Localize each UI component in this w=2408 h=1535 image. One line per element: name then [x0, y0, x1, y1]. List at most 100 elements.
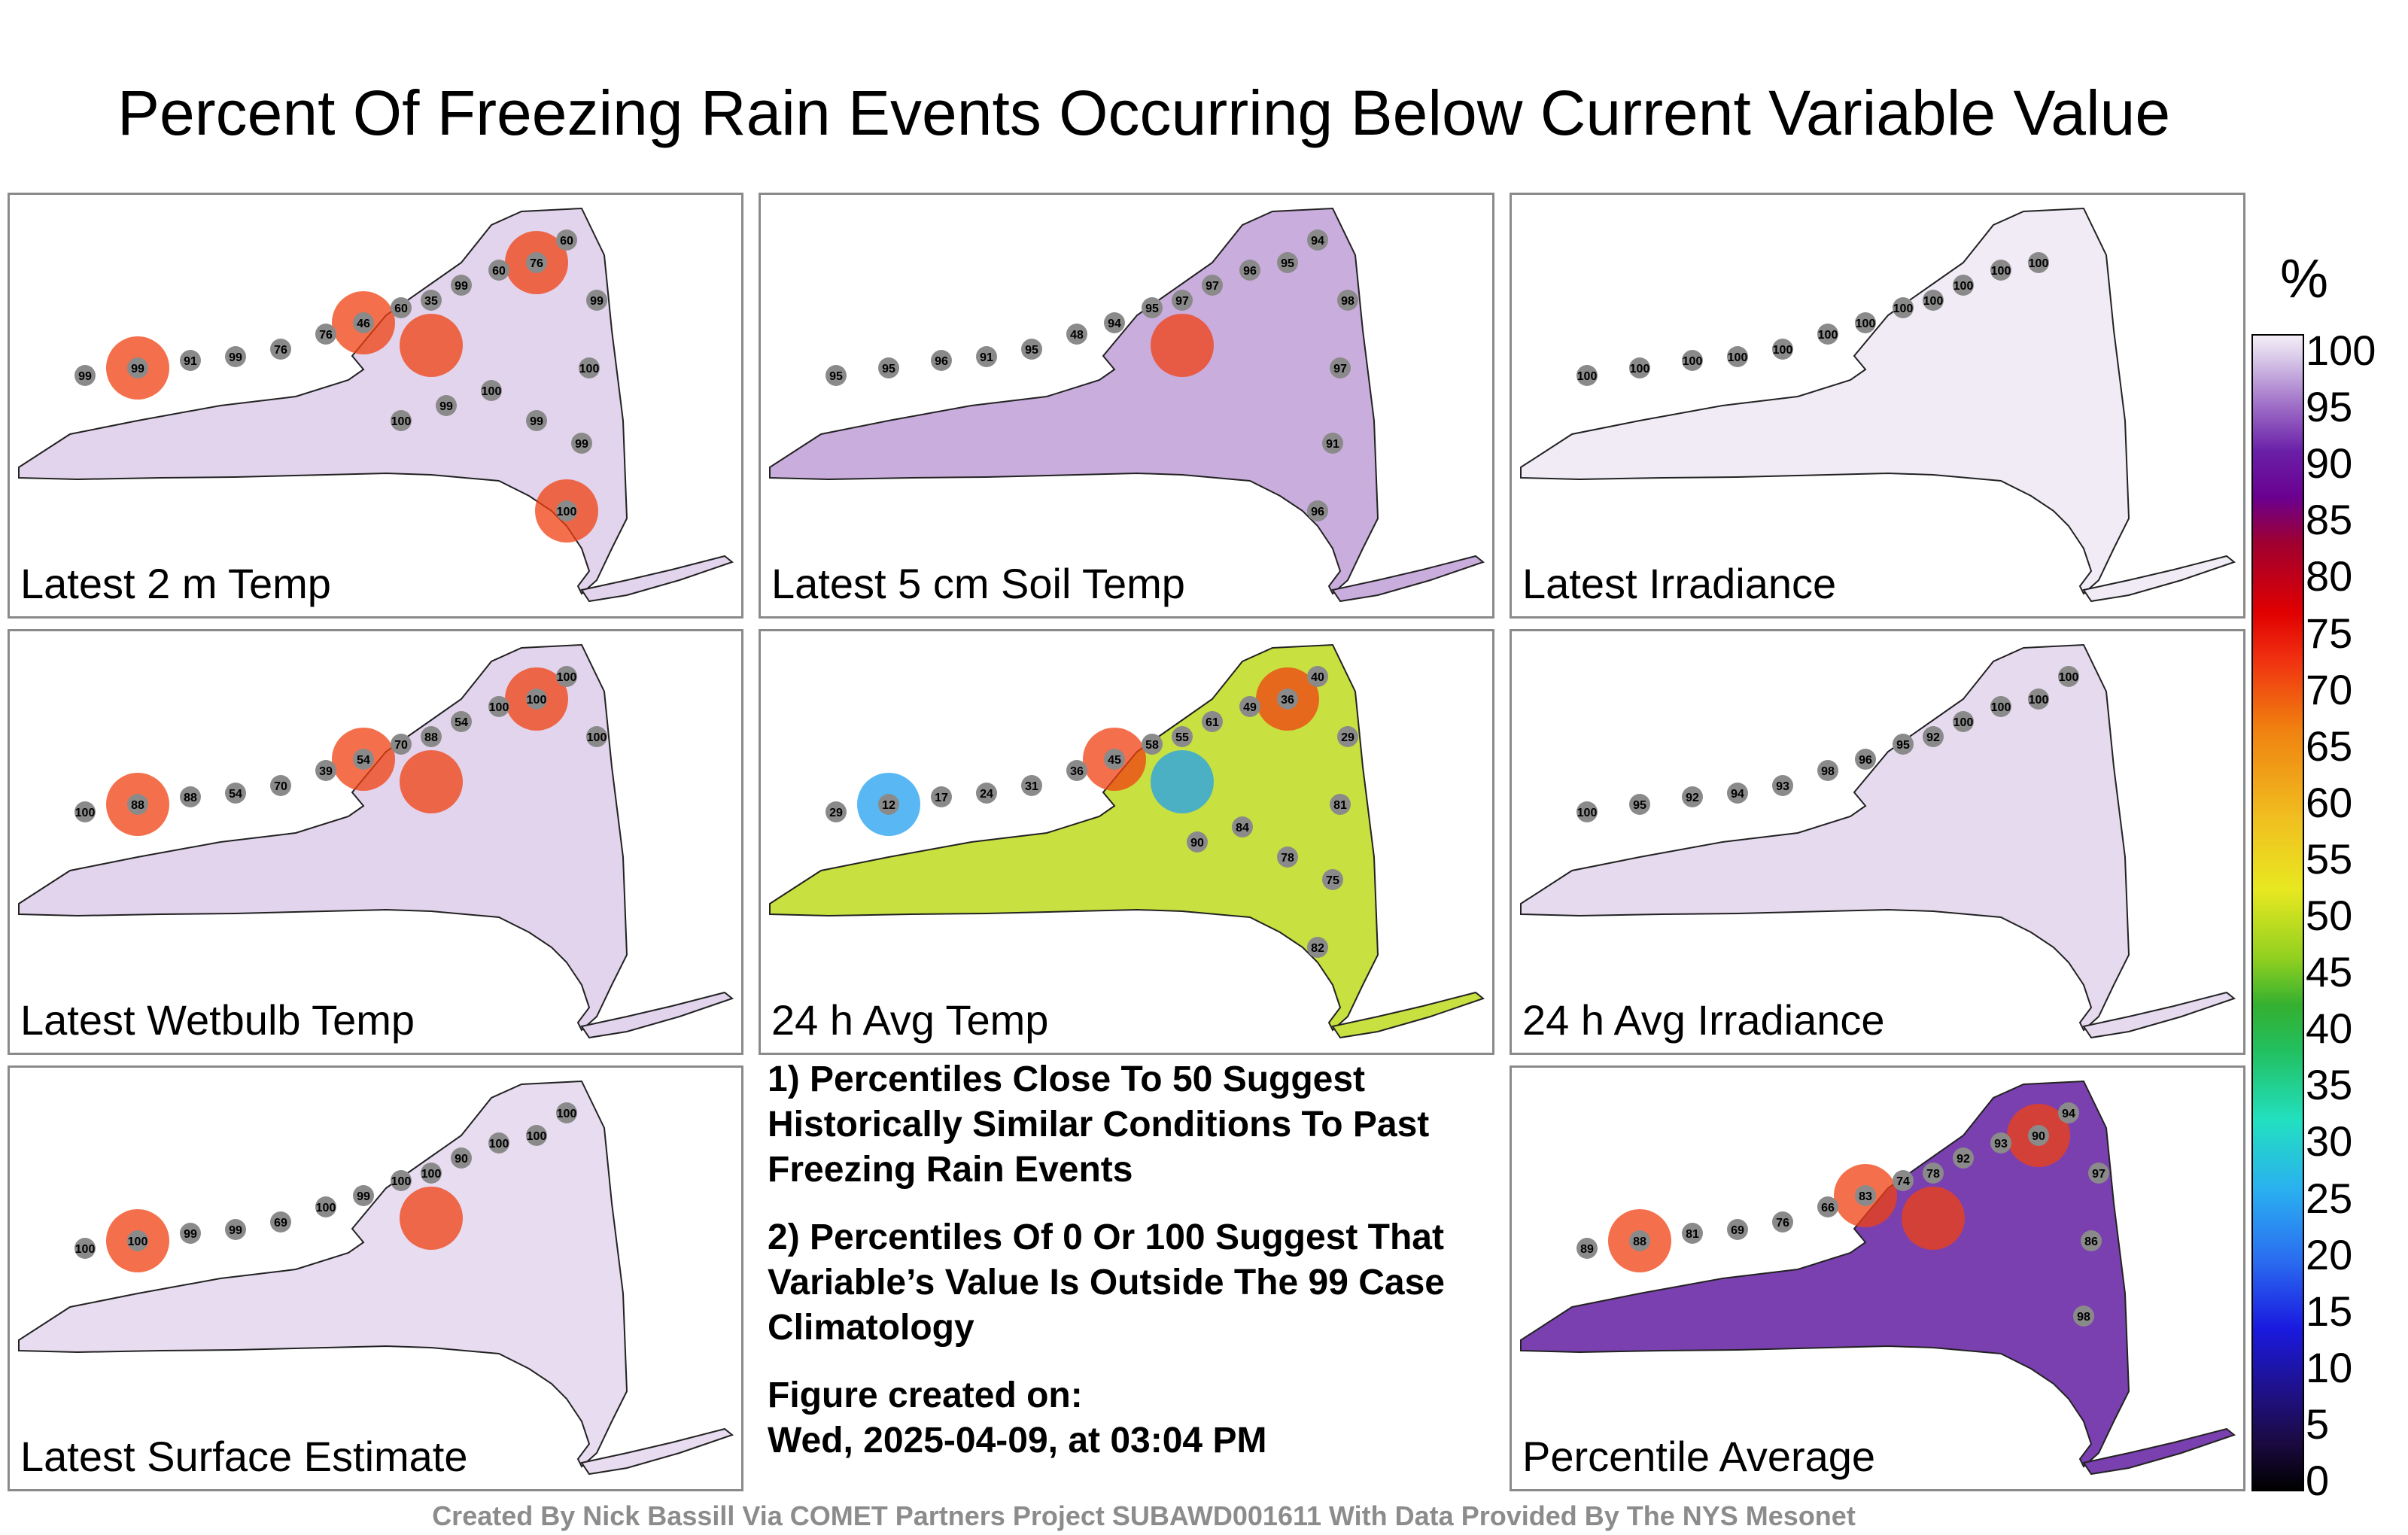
station-value: 92: [1926, 731, 1940, 744]
station-marker: 100: [1990, 260, 2011, 281]
station-dot: [2028, 688, 2049, 710]
station-value: 69: [1731, 1224, 1744, 1237]
station-marker: 39: [315, 760, 336, 781]
station-value: 36: [1070, 765, 1084, 778]
station-dot: [391, 297, 412, 318]
colorbar-tick-label: 95: [2306, 383, 2353, 431]
station-value: 54: [229, 788, 242, 801]
station-marker: 81: [1682, 1223, 1703, 1244]
station-marker: 100: [556, 500, 577, 521]
station-marker: 95: [1021, 339, 1042, 360]
station-dot: [1330, 794, 1351, 815]
station-value: 70: [274, 780, 287, 793]
station-dot: [488, 1132, 509, 1154]
station-marker: 58: [1142, 734, 1163, 755]
station-dot: [556, 666, 577, 687]
station-value: 94: [1108, 318, 1121, 330]
credit-line: Created By Nick Bassill Via COMET Partne…: [432, 1500, 1856, 1531]
hotspot: [1151, 314, 1214, 377]
station-value: 95: [1633, 799, 1646, 812]
station-dot: [421, 726, 442, 747]
station-marker: 100: [481, 380, 502, 401]
station-value: 29: [1341, 731, 1354, 744]
station-value: 92: [1686, 792, 1699, 804]
panel-latest-2m-temp: 99 99 91 99 76 76 46 60 35 99 60 76 60 99 100 99 100 99 10…: [8, 193, 743, 619]
station-marker: 100: [2028, 252, 2049, 273]
panel-latest-surface-estimate: 100 100 99 99 69 100 99 100 100 90 100 100 100 Lates…: [8, 1065, 743, 1491]
colorbar-tick-label: 15: [2306, 1287, 2353, 1335]
station-marker: 98: [1337, 290, 1358, 311]
station-marker: 76: [526, 252, 547, 273]
station-marker: 61: [1202, 711, 1223, 732]
station-value: 89: [1580, 1243, 1594, 1256]
station-value: 91: [980, 351, 993, 364]
station-value: 95: [1896, 739, 1910, 752]
station-marker: 46: [353, 312, 374, 333]
station-dot: [931, 786, 952, 807]
station-dot: [1629, 1230, 1650, 1251]
station-dot: [488, 260, 509, 281]
station-dot: [586, 726, 607, 747]
colorbar-tick-label: 90: [2306, 439, 2353, 488]
station-marker: 100: [1953, 711, 1974, 732]
station-dot: [1953, 1147, 1974, 1169]
station-dot: [481, 380, 502, 401]
station-value: 83: [1859, 1190, 1872, 1203]
state-map: 100 100 99 99 69 100 99 100 100 90 100 100 100: [18, 1080, 734, 1476]
station-value: 95: [882, 363, 895, 375]
station-value: 54: [357, 754, 370, 767]
station-dot: [74, 365, 96, 386]
station-value: 40: [1311, 671, 1324, 684]
panel-label: Latest Surface Estimate: [20, 1433, 468, 1480]
station-dot: [315, 324, 336, 345]
station-value: 100: [1577, 370, 1598, 383]
note-percentiles-50: 1) Percentiles Close To 50 Suggest Histo…: [768, 1059, 1430, 1190]
station-value: 76: [1776, 1217, 1789, 1230]
station-marker: 99: [225, 1219, 246, 1240]
station-value: 60: [394, 302, 408, 315]
station-dot: [1923, 1163, 1944, 1184]
station-marker: 100: [579, 357, 600, 378]
station-marker: 100: [421, 1163, 442, 1184]
station-value: 100: [482, 385, 502, 398]
station-dot: [556, 1102, 577, 1123]
station-value: 74: [1896, 1175, 1910, 1188]
station-value: 96: [935, 355, 948, 368]
station-marker: 100: [2028, 688, 2049, 710]
station-marker: 100: [556, 1102, 577, 1123]
station-dot: [2058, 666, 2079, 687]
station-value: 99: [590, 295, 604, 308]
station-dot: [1239, 260, 1260, 281]
station-marker: 12: [878, 794, 899, 815]
station-value: 99: [131, 363, 144, 375]
station-value: 95: [829, 370, 843, 383]
panel-latest-wetbulb-temp: 100 88 88 54 70 39 54 70 88 54 100 100 100 100 Latest…: [8, 629, 743, 1055]
state-outline: [18, 207, 628, 595]
state-map: 100 100 100 100 100 100 100 100 100 100 100 100: [1520, 207, 2236, 603]
station-dot: [1855, 312, 1876, 333]
station-dot: [180, 786, 201, 807]
station-marker: 94: [1104, 312, 1125, 333]
station-marker: 97: [1172, 290, 1193, 311]
station-marker: 36: [1066, 760, 1087, 781]
station-value: 60: [560, 235, 573, 248]
station-marker: 99: [436, 395, 457, 416]
station-marker: 95: [878, 357, 899, 378]
station-marker: 17: [931, 786, 952, 807]
station-marker: 100: [1772, 339, 1793, 360]
station-marker: 100: [315, 1196, 336, 1217]
station-value: 88: [1633, 1236, 1646, 1248]
station-dot: [1893, 297, 1914, 318]
station-marker: 29: [1337, 726, 1358, 747]
station-marker: 93: [1772, 775, 1793, 796]
colorbar-tick-label: 10: [2306, 1343, 2353, 1391]
station-dot: [1307, 229, 1328, 251]
long-island-outline: [580, 991, 734, 1039]
hotspot: [400, 314, 463, 377]
station-marker: 100: [1629, 357, 1650, 378]
station-value: 100: [391, 415, 412, 428]
station-dot: [2058, 1102, 2079, 1123]
station-marker: 40: [1307, 666, 1328, 687]
station-dot: [1202, 711, 1223, 732]
state-map: 29 12 17 24 31 36 45 58 55 61 49 36 40 29 81 75 82 78 84 90: [769, 643, 1485, 1039]
